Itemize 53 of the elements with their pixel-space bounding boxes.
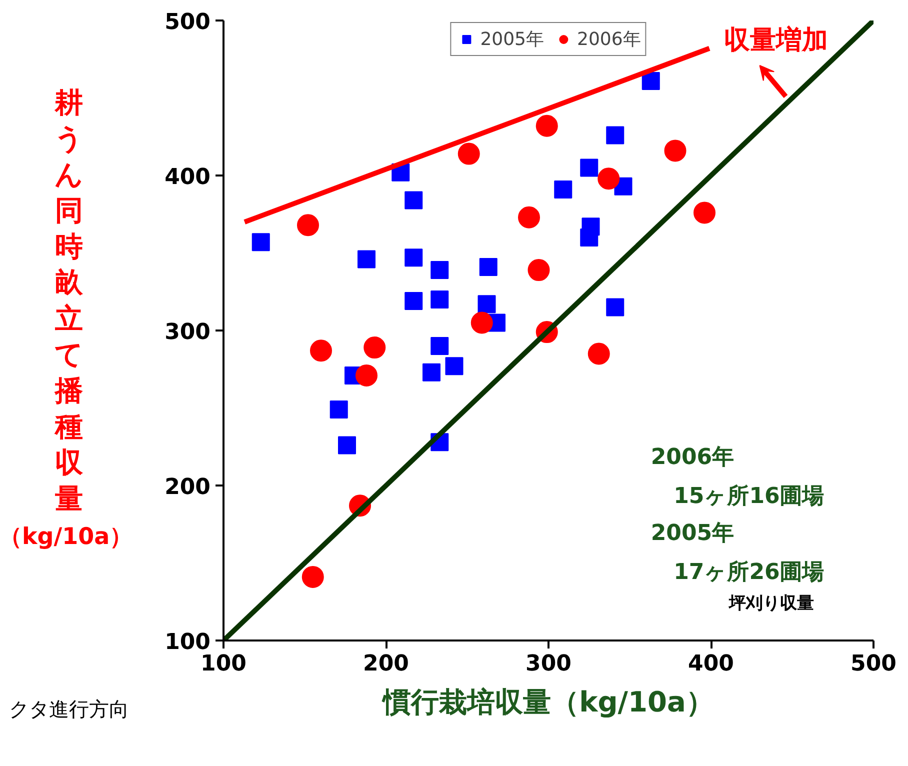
point (580, 228, 598, 246)
point (252, 233, 270, 252)
point (642, 72, 660, 90)
point (536, 114, 558, 137)
annotation: 2006年 (650, 445, 734, 470)
point (404, 292, 423, 310)
point (694, 202, 716, 224)
legend-label: 2005年 (480, 28, 544, 51)
point (310, 340, 332, 362)
y-tick-label: 300 (164, 320, 211, 345)
point (479, 258, 498, 276)
point (606, 126, 624, 144)
annotation: 15ヶ所16圃場 (674, 484, 824, 509)
text: 耕うん同時畝立て播種収量（kg/10a） (0, 86, 133, 550)
point (518, 206, 540, 228)
point (364, 336, 386, 359)
point (330, 400, 348, 419)
point (554, 180, 572, 198)
point (356, 364, 378, 386)
x-tick-label: 200 (363, 652, 409, 676)
point (470, 312, 493, 334)
point (445, 357, 464, 376)
x-tick-label: 400 (688, 652, 734, 676)
annotation: 17ヶ所26圃場 (674, 560, 824, 585)
annotation: 坪刈り収量 (728, 593, 814, 614)
annotation: 収量増加 (724, 24, 828, 56)
annotation: 2005年 (650, 521, 734, 546)
point (358, 250, 376, 268)
point (598, 168, 620, 190)
x-axis-title: 慣行栽培収量（kg/10a） (381, 686, 714, 718)
point (338, 436, 356, 454)
point (297, 214, 319, 236)
point (528, 259, 550, 282)
point (430, 290, 449, 308)
legend-label: 2006年 (577, 28, 641, 51)
y-tick-label: 200 (164, 475, 211, 500)
x-tick-label: 300 (526, 652, 572, 676)
point (458, 142, 480, 165)
point (302, 566, 324, 588)
point (430, 337, 449, 355)
point (580, 158, 598, 177)
point (404, 248, 423, 267)
point (478, 295, 496, 314)
text: クタ進行方向 (9, 696, 129, 723)
point (664, 140, 686, 162)
point (430, 261, 449, 280)
x-tick-label: 500 (850, 652, 896, 676)
point (606, 298, 624, 316)
point (588, 342, 610, 365)
point (404, 191, 423, 210)
y-tick-label: 400 (164, 165, 211, 190)
point (422, 363, 440, 382)
y-tick-label: 500 (164, 10, 211, 35)
